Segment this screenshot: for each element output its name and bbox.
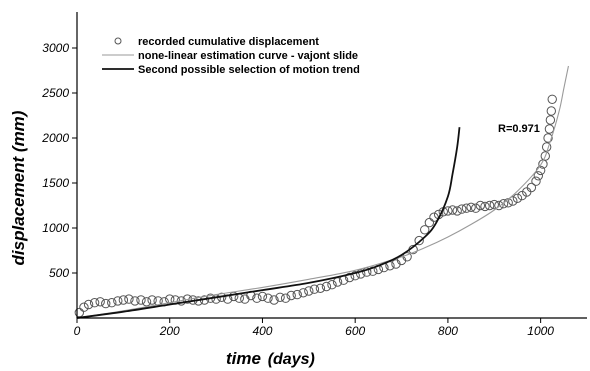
data-point bbox=[136, 295, 146, 305]
data-point bbox=[280, 293, 291, 303]
data-point bbox=[95, 297, 105, 307]
y-tick-label: 3000 bbox=[42, 41, 69, 55]
data-point bbox=[79, 302, 89, 312]
data-point bbox=[124, 294, 134, 304]
data-point bbox=[130, 296, 140, 306]
data-point bbox=[315, 283, 326, 293]
data-point bbox=[147, 295, 157, 305]
data-point bbox=[526, 182, 537, 193]
axes: 0 200 400 600 800 1000 500 1000 1500 2000 2500 300… bbox=[41, 12, 587, 338]
data-point bbox=[452, 206, 462, 216]
data-point bbox=[475, 200, 486, 211]
x-tick-label: 400 bbox=[252, 324, 272, 338]
legend: recorded cumulative displacement none-lin… bbox=[102, 36, 360, 76]
data-point bbox=[74, 307, 85, 318]
data-point bbox=[447, 205, 458, 215]
data-point bbox=[286, 290, 296, 301]
x-tick-label: 800 bbox=[438, 324, 458, 338]
x-tick-label: 200 bbox=[159, 324, 180, 338]
data-point bbox=[275, 292, 285, 302]
data-point bbox=[344, 272, 355, 283]
series-recorded-cumulative-displacement bbox=[74, 94, 557, 318]
data-point bbox=[304, 286, 314, 296]
data-point bbox=[461, 203, 472, 213]
data-point bbox=[298, 288, 308, 298]
y-tick-label: 2000 bbox=[41, 131, 69, 145]
x-tick-label: 600 bbox=[345, 324, 365, 338]
data-point bbox=[118, 295, 129, 305]
x-tick-label: 0 bbox=[74, 324, 81, 338]
data-point bbox=[489, 199, 499, 210]
data-point bbox=[263, 293, 273, 303]
y-tick-label: 1500 bbox=[42, 176, 69, 190]
y-tick-label: 2500 bbox=[41, 86, 69, 100]
data-point bbox=[429, 212, 439, 222]
y-tick-label: 500 bbox=[49, 266, 69, 280]
data-point bbox=[466, 202, 476, 213]
data-point bbox=[498, 199, 509, 209]
series-line-none-linear-estimation-curve-vajont-slide bbox=[76, 65, 569, 319]
legend-label-none-linear-estimation-curve-vajont-slide: none-linear estimation curve - vajont sl… bbox=[138, 50, 358, 62]
x-axis-title: time (days) bbox=[226, 349, 315, 368]
data-point bbox=[309, 284, 320, 294]
data-point bbox=[420, 225, 430, 235]
data-point bbox=[494, 200, 504, 211]
data-point bbox=[544, 124, 555, 134]
data-point bbox=[292, 289, 302, 300]
data-point bbox=[362, 267, 372, 277]
legend-marker-recorded-cumulative-displacement bbox=[114, 37, 122, 45]
x-axis-title-unit: (days) bbox=[268, 351, 315, 368]
data-point bbox=[543, 133, 553, 143]
data-point bbox=[540, 151, 550, 161]
r-value-annotation: R=0.971 bbox=[498, 123, 540, 135]
data-point bbox=[424, 217, 435, 228]
data-point bbox=[257, 291, 268, 302]
data-point bbox=[533, 171, 544, 181]
data-point bbox=[531, 176, 541, 186]
data-point bbox=[252, 293, 262, 303]
data-point bbox=[480, 201, 490, 212]
y-axis-title: displacement (mm) bbox=[9, 110, 28, 265]
data-point bbox=[141, 297, 152, 307]
data-point bbox=[269, 295, 279, 305]
data-point bbox=[321, 281, 332, 292]
data-point bbox=[457, 204, 467, 214]
data-point bbox=[350, 271, 360, 281]
data-point bbox=[512, 193, 523, 204]
data-point bbox=[165, 294, 175, 304]
y-tick-label: 1000 bbox=[42, 221, 69, 235]
data-point bbox=[471, 203, 481, 213]
legend-label-recorded-cumulative-displacement: recorded cumulative displacement bbox=[138, 36, 319, 48]
data-point bbox=[356, 269, 366, 279]
data-point bbox=[546, 106, 556, 116]
series-line-second-possible-selection-of-motion-trend bbox=[76, 127, 461, 319]
data-point bbox=[107, 298, 117, 308]
x-axis-title-quantity: time bbox=[226, 349, 261, 368]
data-point bbox=[443, 206, 453, 216]
data-point bbox=[89, 298, 100, 308]
data-point bbox=[547, 94, 557, 105]
data-point bbox=[113, 296, 123, 306]
data-point bbox=[327, 280, 337, 290]
y-ticks: 500 1000 1500 2000 2500 3000 bbox=[41, 41, 77, 280]
x-tick-label: 1000 bbox=[527, 324, 554, 338]
plot-area bbox=[74, 65, 569, 319]
legend-label-second-possible-selection-of-motion-trend: Second possible selection of motion tren… bbox=[138, 64, 360, 76]
data-point bbox=[484, 200, 495, 211]
data-point bbox=[545, 115, 556, 125]
data-point bbox=[240, 294, 250, 304]
data-point bbox=[83, 299, 94, 310]
x-ticks: 0 200 400 600 800 1000 bbox=[74, 318, 554, 338]
data-point bbox=[101, 298, 111, 309]
data-point bbox=[508, 196, 518, 206]
data-point bbox=[414, 235, 424, 246]
